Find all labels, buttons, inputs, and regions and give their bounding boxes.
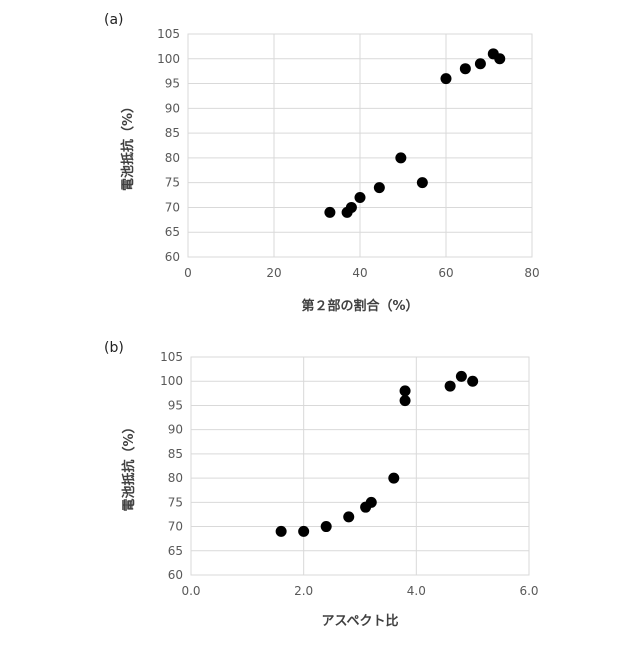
panel-b-x-tick-label: 2.0 <box>294 584 313 598</box>
panel-a-data-point <box>494 53 505 64</box>
panel-b-data-point <box>456 371 467 382</box>
panel-a-y-tick-label: 70 <box>165 200 180 214</box>
panel-a-data-point <box>355 192 366 203</box>
panel-a-x-tick-label: 60 <box>438 266 453 280</box>
panel-a-data-point <box>417 177 428 188</box>
panel-a-x-ticks: 0 20 40 60 80 <box>184 266 539 280</box>
panel-a-x-tick-label: 0 <box>184 266 192 280</box>
panel-b-y-tick-label: 60 <box>168 568 183 582</box>
panel-a-data-point <box>324 207 335 218</box>
panel-b-x-axis-title: アスペクト比 <box>321 613 398 629</box>
panel-b-y-tick-label: 90 <box>168 423 183 437</box>
panel-b-y-tick-label: 100 <box>160 374 183 388</box>
panel-a-y-tick-label: 100 <box>157 52 180 66</box>
panel-b-x-tick-label: 6.0 <box>519 584 538 598</box>
panel-a-y-ticks: 60 65 70 75 80 85 90 95 100 105 <box>157 27 180 264</box>
panel-a-data-point <box>441 73 452 84</box>
panel-a-x-tick-label: 40 <box>352 266 367 280</box>
panel-a-y-tick-label: 90 <box>165 101 180 115</box>
panel-a-y-axis-title: 電池抵抗（%） <box>120 100 136 191</box>
panel-b-y-ticks: 60 65 70 75 80 85 90 95 100 105 <box>160 350 183 582</box>
panel-a-x-tick-label: 80 <box>524 266 539 280</box>
panel-a-y-tick-label: 75 <box>165 176 180 190</box>
panel-a-label: (a) <box>104 12 124 28</box>
panel-a-y-tick-label: 85 <box>165 126 180 140</box>
chart-panel-b: (b) 6065707580859095100105 0.02.04.06.0 … <box>104 340 539 629</box>
panel-a-data-point <box>346 202 357 213</box>
panel-a-data-point <box>374 182 385 193</box>
panel-b-y-tick-label: 70 <box>168 520 183 534</box>
panel-b-x-ticks: 0.0 2.0 4.0 6.0 <box>181 584 538 598</box>
panel-b-data-point <box>366 497 377 508</box>
panel-b-y-tick-label: 105 <box>160 350 183 364</box>
panel-b-data-point <box>400 385 411 396</box>
panel-b-plot-area <box>191 357 529 575</box>
panel-a-y-tick-label: 80 <box>165 151 180 165</box>
panel-a-y-tick-label: 60 <box>165 250 180 264</box>
panel-b-label: (b) <box>104 340 124 356</box>
panel-b-x-tick-label: 0.0 <box>181 584 200 598</box>
panel-b-data-point <box>276 526 287 537</box>
panel-b-data-point <box>321 521 332 532</box>
panel-a-data-point <box>460 63 471 74</box>
panel-a-data-point <box>475 58 486 69</box>
panel-b-y-tick-label: 95 <box>168 398 183 412</box>
panel-a-y-tick-label: 95 <box>165 77 180 91</box>
panel-b-y-axis-title: 電池抵抗（%） <box>121 420 137 511</box>
panel-a-x-axis-title: 第２部の割合（%） <box>301 298 418 314</box>
panel-a-y-tick-label: 65 <box>165 225 180 239</box>
panel-b-y-tick-label: 65 <box>168 544 183 558</box>
panel-b-x-tick-label: 4.0 <box>407 584 426 598</box>
panel-b-data-point <box>298 526 309 537</box>
panel-b-data-point <box>400 395 411 406</box>
panel-b-y-tick-label: 75 <box>168 495 183 509</box>
panel-b-gridlines <box>191 357 529 575</box>
panel-a-data-point <box>395 152 406 163</box>
panel-b-data-point <box>445 381 456 392</box>
panel-b-y-tick-label: 80 <box>168 471 183 485</box>
panel-a-x-tick-label: 20 <box>266 266 281 280</box>
panel-b-data-point <box>388 473 399 484</box>
chart-panel-a: (a) 60 65 70 75 80 85 90 95 100 105 0 20 40 60 80 第２部… <box>104 12 540 314</box>
panel-b-data-point <box>467 376 478 387</box>
panel-a-y-tick-label: 105 <box>157 27 180 41</box>
panel-b-data-point <box>343 511 354 522</box>
panel-b-y-tick-label: 85 <box>168 447 183 461</box>
